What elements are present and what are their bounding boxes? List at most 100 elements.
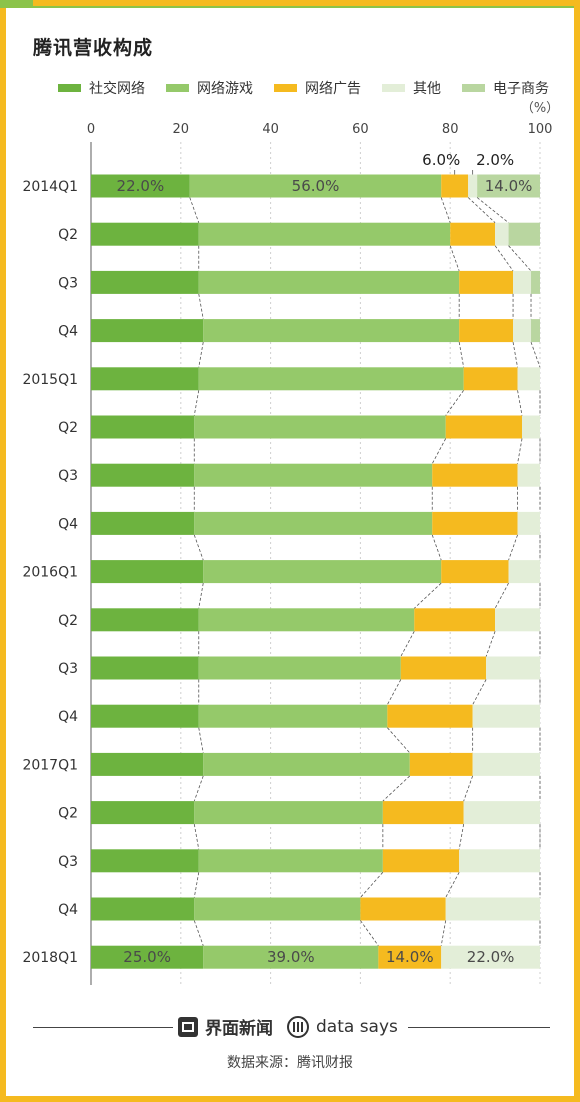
data-label: 56.0% [292, 177, 340, 195]
bar-segment [91, 897, 195, 921]
connector-line [494, 582, 509, 609]
connector-line [387, 727, 411, 754]
bar-segment [522, 415, 540, 439]
connector-line [467, 197, 496, 223]
connector-line [445, 390, 464, 416]
bar-segment [459, 849, 540, 873]
bar-segment [409, 752, 473, 776]
connector-line [517, 438, 523, 464]
bar-segment [198, 608, 415, 632]
bar-segment [472, 752, 540, 776]
connector-line [386, 679, 402, 705]
connector-line [445, 872, 460, 898]
category-label: Q3 [58, 661, 78, 677]
legend-item-games: 网络游戏 [166, 78, 253, 98]
connector-line [494, 245, 514, 272]
category-label: 2015Q1 [22, 372, 78, 388]
bar-segment [472, 704, 540, 728]
legend-swatch-social [58, 84, 81, 92]
connector-line [193, 534, 204, 561]
bar-segment [513, 319, 532, 343]
bar-segment [198, 222, 451, 246]
bar-segment [441, 560, 509, 584]
legend-label-social: 社交网络 [89, 81, 145, 97]
bar-segment [91, 319, 204, 343]
bar-segment [91, 849, 199, 873]
bar-segment [360, 897, 446, 921]
bar-segment [198, 849, 383, 873]
bar-segment [91, 656, 199, 680]
bar-segment [194, 801, 383, 825]
bar-segment [91, 415, 195, 439]
connector-line [382, 775, 411, 802]
connector-line [431, 438, 447, 464]
connector-line [472, 679, 487, 705]
connector-line [440, 197, 451, 223]
category-label: 2016Q1 [22, 565, 78, 581]
bar-segment [459, 270, 514, 294]
x-tick-label: 20 [173, 122, 190, 137]
connector-line [463, 775, 474, 802]
legend-label-games: 网络游戏 [197, 81, 253, 97]
legend-swatch-ecommerce [462, 84, 485, 92]
stacked-bar-chart: （%） 0 20 40 60 80 100 2014Q1 Q2 Q3 Q4 2015Q1 Q2 Q3 Q4 2… [22, 101, 559, 985]
data-label: 14.0% [386, 948, 434, 966]
bar-segment [91, 511, 195, 535]
x-tick-label: 80 [442, 122, 459, 137]
bar-segment [445, 897, 540, 921]
connector-line [517, 390, 523, 416]
legend: 社交网络 网络游戏 网络广告 其他 电子商务 [58, 78, 570, 98]
connector-line [193, 872, 200, 898]
bar-segment [194, 415, 446, 439]
bar-segment [400, 656, 487, 680]
data-label: 25.0% [123, 948, 171, 966]
bar-segment [468, 174, 478, 198]
bar-segment [387, 704, 473, 728]
category-label: Q3 [58, 275, 78, 291]
connector-line [189, 197, 200, 223]
connector-line [198, 583, 204, 609]
legend-label-other: 其他 [413, 81, 441, 97]
bar-segment [198, 367, 464, 391]
data-label: 14.0% [485, 177, 533, 195]
legend-swatch-other [382, 84, 405, 92]
bar-segment [91, 270, 199, 294]
bar-segment [508, 560, 540, 584]
category-label: Q2 [58, 420, 78, 436]
bar-segment [486, 656, 540, 680]
category-label: Q2 [58, 227, 78, 243]
bar-segment [194, 463, 433, 487]
bar-segment [198, 270, 460, 294]
bar-segment [508, 222, 540, 246]
corner-accent [0, 0, 33, 8]
data-label: 39.0% [267, 948, 315, 966]
bar-segment [441, 174, 469, 198]
bar-segment [382, 849, 460, 873]
bar-segment [477, 174, 540, 198]
bar-segment [517, 367, 540, 391]
connector-line [458, 824, 465, 850]
bar-segment [194, 511, 433, 535]
footer-divider-left [33, 1027, 173, 1028]
connector-line [530, 341, 541, 368]
connector-line [440, 920, 447, 946]
brand-name: 界面新闻 [205, 1019, 273, 1039]
connector-line [193, 920, 204, 946]
chart-title: 腾讯营收构成 [33, 37, 154, 59]
bar-segment [91, 945, 204, 969]
bar-segment [445, 415, 523, 439]
data-label: 2.0% [476, 151, 514, 169]
legend-label-ads: 网络广告 [305, 81, 361, 97]
legend-swatch-games [166, 84, 189, 92]
category-label: 2014Q1 [22, 179, 78, 195]
category-label: 2018Q1 [22, 950, 78, 966]
bar-segment [517, 511, 540, 535]
category-label: Q4 [58, 709, 78, 725]
datasays-logo-icon [287, 1015, 309, 1038]
connector-line [400, 631, 415, 657]
bar-segment [91, 367, 199, 391]
bar-segment [203, 560, 442, 584]
connector-line [193, 390, 200, 416]
connector-line [414, 582, 442, 609]
data-label: 6.0% [422, 151, 460, 169]
